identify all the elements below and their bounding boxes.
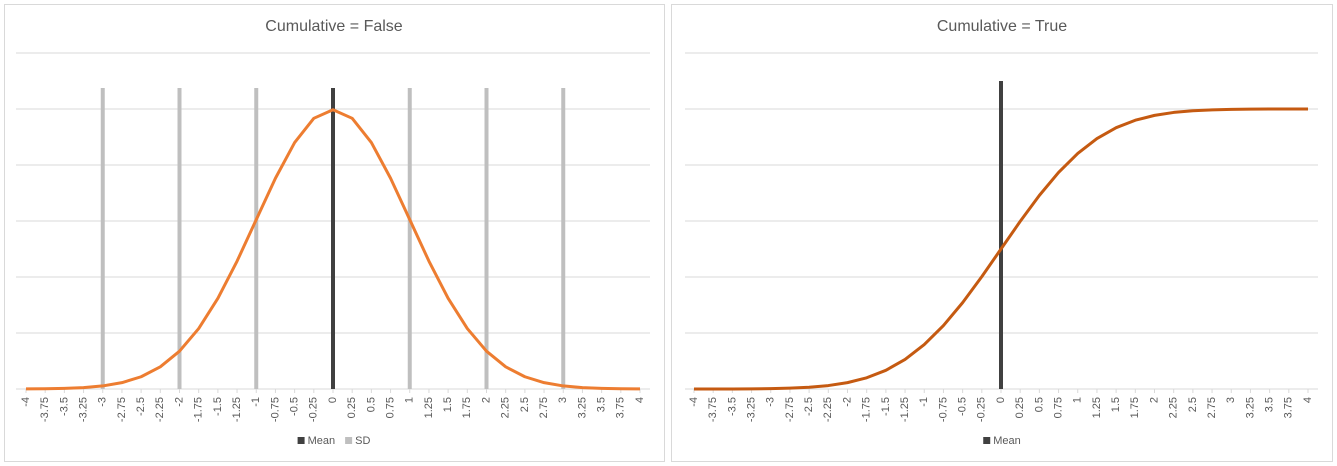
x-tick-label: -4 [20, 397, 32, 407]
x-tick-label: -1 [250, 397, 262, 407]
x-tick-label: -1.5 [212, 397, 224, 416]
x-tick-label: 2.75 [538, 397, 550, 418]
x-tick-label: -1.5 [880, 397, 892, 416]
x-tick-label: -1.75 [193, 397, 205, 422]
legend-marker [345, 437, 353, 444]
x-tick-label: -2.75 [116, 397, 128, 422]
x-tick-label: 3.75 [615, 397, 627, 418]
x-tick-label: -3 [765, 397, 777, 407]
x-tick-label: 3 [1225, 397, 1237, 403]
x-tick-label: -2.5 [135, 397, 147, 416]
x-tick-label: -3.25 [77, 397, 89, 422]
x-tick-label: 1.5 [442, 397, 454, 412]
x-tick-label: 1.25 [423, 397, 435, 418]
chart: Cumulative = True -4 -3.75 -3.5 -3.25 -3 -2.75… [685, 18, 1318, 447]
x-tick-label: -0.5 [957, 397, 969, 416]
legend: Mean SD [297, 435, 370, 447]
bar [407, 88, 412, 389]
chart: Cumulative = False -4 -3.75 -3.5 -3.25 -3 -2.7… [16, 18, 650, 447]
x-tick-label: 1.75 [1129, 397, 1141, 418]
x-tick-label: -2 [841, 397, 853, 407]
x-tick-label: -3.5 [58, 397, 70, 416]
x-tick-label: 2.5 [1187, 397, 1199, 412]
bar [561, 88, 566, 389]
x-tick-label: 2 [480, 397, 492, 403]
x-tick-label: 4 [1302, 397, 1314, 403]
x-tick-label: -0.75 [937, 397, 949, 422]
x-tick-label: 0.75 [1052, 397, 1064, 418]
x-tick-label: -0.5 [289, 397, 301, 416]
legend-marker [297, 437, 305, 444]
x-tick-label: -3 [97, 397, 109, 407]
x-tick-label: -3.5 [726, 397, 738, 416]
x-tick-label: -0.25 [976, 397, 988, 422]
x-tick-label: 3.25 [576, 397, 588, 418]
bar [331, 88, 335, 389]
x-tick-label: -2.25 [154, 397, 166, 422]
line-series [25, 108, 641, 391]
x-tick-label: 1.25 [1091, 397, 1103, 418]
x-tick-label: -0.25 [308, 397, 320, 422]
x-tick-label: -2.25 [822, 397, 834, 422]
x-tick-label: -4 [688, 397, 700, 407]
x-tick-label: -2.75 [784, 397, 796, 422]
x-tick-label: 3.5 [596, 397, 608, 412]
x-tick-label: 0.25 [1014, 397, 1026, 418]
line-series [693, 107, 1309, 391]
x-tick-label: 1 [1072, 397, 1084, 403]
x-tick-label: 2.25 [1168, 397, 1180, 418]
x-tick-label: 1 [404, 397, 416, 403]
legend-label: SD [355, 435, 370, 447]
legend: Mean [983, 435, 1021, 447]
x-tick-label: 0.25 [346, 397, 358, 418]
chart-title: Cumulative = True [937, 18, 1067, 35]
bar [484, 88, 489, 389]
x-tick-label: 0 [995, 397, 1007, 403]
x-tick-label: -2.5 [803, 397, 815, 416]
bar [177, 88, 182, 389]
x-tick-label: -3.75 [707, 397, 719, 422]
x-tick-label: 2.25 [500, 397, 512, 418]
x-tick-label: 2.5 [519, 397, 531, 412]
x-tick-label: 0.5 [365, 397, 377, 412]
x-tick-label: -1.25 [899, 397, 911, 422]
x-tick-label: -0.75 [269, 397, 281, 422]
x-tick-label: -1 [918, 397, 930, 407]
x-tick-label: -1.75 [861, 397, 873, 422]
legend-marker [983, 437, 991, 444]
bar [100, 88, 105, 389]
legend-label: Mean [308, 435, 336, 447]
x-tick-label: 2 [1148, 397, 1160, 403]
x-tick-label: -2 [173, 397, 185, 407]
legend-label: Mean [993, 435, 1021, 447]
chart-title: Cumulative = False [265, 18, 402, 35]
x-tick-label: 4 [634, 397, 646, 403]
x-tick-label: 3 [557, 397, 569, 403]
x-tick-label: 0 [327, 397, 339, 403]
bar [999, 81, 1003, 389]
x-tick-label: 1.75 [461, 397, 473, 418]
x-tick-label: -3.25 [745, 397, 757, 422]
x-tick-label: 0.5 [1033, 397, 1045, 412]
x-tick-label: 3.75 [1283, 397, 1295, 418]
x-tick-label: 2.75 [1206, 397, 1218, 418]
bar [254, 88, 259, 389]
x-tick-label: 3.25 [1244, 397, 1256, 418]
x-tick-label: 1.5 [1110, 397, 1122, 412]
x-tick-label: 3.5 [1264, 397, 1276, 412]
x-tick-label: 0.75 [384, 397, 396, 418]
x-tick-label: -3.75 [39, 397, 51, 422]
x-tick-label: -1.25 [231, 397, 243, 422]
